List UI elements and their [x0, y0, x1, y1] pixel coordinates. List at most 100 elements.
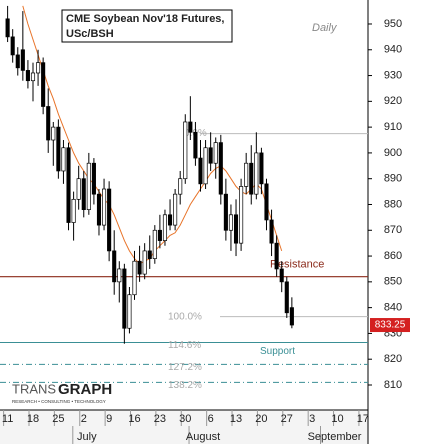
x-tick-label: 3 [309, 413, 315, 425]
y-tick-label: 910 [384, 121, 402, 133]
x-tick-label: 2 [81, 413, 87, 425]
x-tick-label: 23 [154, 413, 166, 425]
resistance-label: Resistance [270, 259, 324, 271]
y-tick-label: 890 [384, 173, 402, 185]
candle-body [188, 121, 193, 133]
candle-body [279, 268, 284, 283]
candle-body [56, 126, 61, 172]
candle-body [96, 193, 102, 226]
support-label: Support [260, 346, 295, 357]
candle-body [5, 18, 10, 38]
title-box [61, 9, 233, 43]
candle-body [239, 186, 244, 244]
y-tick-label: 860 [384, 250, 402, 262]
fib-label: 100.0% [168, 311, 202, 322]
candle-body [147, 250, 152, 259]
candle-body [274, 242, 279, 270]
y-tick-label: 810 [384, 379, 402, 391]
candle-body [46, 106, 51, 141]
x-tick-label: 6 [208, 413, 214, 425]
candle-body [30, 72, 36, 82]
fib-label: 114.6% [168, 340, 201, 351]
y-tick-label: 920 [384, 95, 402, 107]
x-tick-label: 30 [179, 413, 191, 425]
x-tick-label: 9 [106, 413, 112, 425]
y-tick-label: 950 [384, 18, 402, 30]
candle-body [249, 162, 254, 195]
y-tick-label: 850 [384, 276, 402, 288]
x-tick-label: 20 [255, 413, 267, 425]
candle-body [71, 198, 76, 223]
last-price-box [370, 318, 410, 333]
candle-body [233, 214, 239, 244]
candle-body [20, 49, 25, 71]
candle-body [41, 62, 46, 107]
y-tick-label: 820 [384, 353, 402, 365]
candle-body [15, 54, 20, 69]
moving-average-line [22, 5, 283, 265]
x-tick-label: 17 [357, 413, 369, 425]
x-tick-label: 16 [128, 413, 140, 425]
candle-body [167, 214, 173, 226]
x-tick-label: 18 [27, 413, 39, 425]
candle-body [218, 142, 223, 195]
period-label: Daily [312, 22, 338, 34]
candle-body [162, 214, 168, 241]
logo-part1: TRANS [12, 381, 56, 396]
y-tick-label: 900 [384, 147, 402, 159]
candle-body [142, 250, 147, 275]
candle-body [244, 162, 249, 187]
candle-body [203, 147, 208, 185]
candle-body [152, 229, 157, 259]
logo-part2: GRAPH [58, 381, 112, 398]
candle-body [91, 162, 96, 195]
month-label: September [308, 431, 362, 443]
candle-body [269, 219, 274, 244]
candle-body [259, 152, 264, 185]
logo-tagline: RESEARCH • CONSULTING • TECHNOLOGY [12, 399, 106, 404]
x-tick-label: 11 [2, 413, 13, 425]
candle-body [228, 214, 234, 231]
x-axis-band [0, 410, 368, 444]
candle-body [178, 178, 183, 195]
candle-body [10, 36, 15, 56]
candle-body [117, 268, 122, 283]
x-tick-label: 10 [331, 413, 343, 425]
last-price-label: 833.25 [375, 320, 406, 331]
candle-body [107, 188, 112, 252]
y-tick-label: 940 [384, 44, 402, 56]
candle-body [127, 294, 132, 329]
candle-body [102, 188, 107, 226]
x-tick-label: 13 [230, 413, 242, 425]
fib-label: 127.2% [168, 362, 202, 373]
candle-body [264, 183, 269, 221]
candle-body [137, 260, 142, 275]
y-tick-label: 840 [384, 302, 402, 314]
y-tick-label: 930 [384, 69, 402, 81]
candle-body [81, 178, 86, 210]
candle-body [25, 70, 30, 82]
month-label: August [186, 431, 220, 443]
month-label: July [77, 431, 97, 443]
candle-body [132, 260, 137, 296]
candle-body [173, 193, 178, 226]
candle-body [51, 126, 56, 141]
candle-body [183, 121, 188, 180]
y-tick-label: 870 [384, 224, 402, 236]
candle-body [61, 147, 66, 172]
candle-body [208, 147, 213, 164]
candle-body [76, 178, 81, 200]
candle-body [157, 229, 162, 241]
x-tick-label: 27 [281, 413, 293, 425]
candle-body [198, 157, 203, 185]
candle-body [289, 307, 294, 326]
candle-body [66, 147, 71, 223]
candle-body [112, 250, 117, 283]
candle-body [193, 131, 198, 159]
x-tick-label: 25 [52, 413, 64, 425]
candle-body [36, 62, 41, 74]
candle-body [122, 268, 127, 329]
candle-body [254, 152, 259, 195]
candle-body [213, 142, 218, 164]
